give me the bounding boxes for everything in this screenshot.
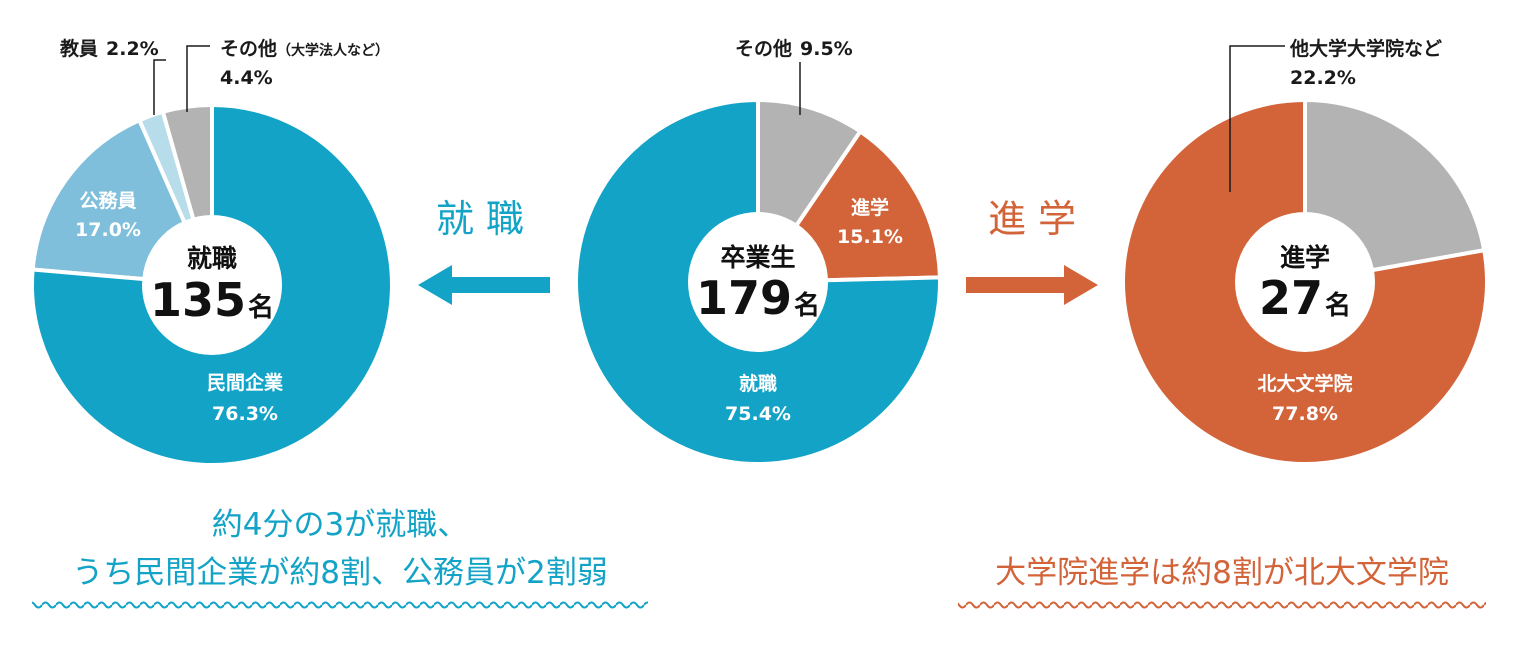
employment-center-hole [142, 215, 282, 355]
study-flow: 進 学 [966, 197, 1098, 305]
graduates-center-count: 179名 [696, 271, 820, 325]
callout-teacher-value: 2.2% [106, 38, 159, 60]
graduates-center-hole [688, 212, 828, 352]
callout-line-other-grad-schools [1229, 45, 1285, 192]
callout-other-grad-schools-value: 22.2% [1290, 67, 1356, 89]
graduates-pie-center: 卒業生 179名 [688, 212, 828, 352]
graduates-slice-2 [574, 98, 942, 466]
callout-teacher-text: 教員 2.2% [60, 37, 159, 60]
slice-value-study: 15.1% [837, 226, 903, 248]
employment-summary-line1: 約4分の3が就職、 [212, 507, 468, 543]
employment-center-title: 就職 [187, 244, 237, 273]
graduates-center-title: 卒業生 [720, 243, 795, 272]
callout-other-graduates-value: 9.5% [800, 38, 853, 60]
slice-label-private-company: 民間企業 [207, 371, 284, 394]
slice-label-civil-servant: 公務員 [79, 189, 136, 212]
callout-other-employment-text: その他（大学法人など） [220, 37, 389, 60]
employment-center-count: 135名 [150, 273, 274, 327]
further_study-slice-0 [1121, 98, 1489, 466]
study-flow-label: 進 学 [988, 197, 1076, 241]
callout-other-graduates: その他 9.5% [735, 37, 853, 115]
callout-other-graduates-text: その他 9.5% [735, 37, 853, 60]
callout-teacher-label: 教員 [60, 37, 98, 60]
slice-value-employment: 75.4% [725, 403, 791, 425]
callout-line-teacher [153, 59, 166, 115]
study-center-number: 27 [1259, 271, 1323, 325]
callout-line-other-employment [186, 45, 210, 112]
slice-value-civil-servant: 17.0% [75, 219, 141, 241]
slice-label-study: 進学 [851, 196, 889, 219]
slice-label-employment: 就職 [739, 372, 777, 395]
study-summary-line: 大学院進学は約8割が北大文学院 [995, 555, 1449, 591]
callout-other-employment-note: （大学法人など） [277, 42, 389, 59]
study-arrow [966, 265, 1098, 305]
employment-center-number: 135 [150, 273, 246, 327]
slice-label-hokudai: 北大文学院 [1257, 372, 1352, 395]
employment-summary-wave [32, 600, 648, 610]
employment-summary-line2: うち民間企業が約8割、公務員が2割弱 [72, 555, 607, 591]
study-center-title: 進学 [1280, 243, 1330, 272]
callout-other-grad-schools: 他大学大学院など 22.2% [1229, 37, 1442, 192]
graduates-center-number: 179 [696, 271, 792, 325]
callout-other-grad-schools-label: 他大学大学院など [1289, 37, 1442, 60]
callout-other-employment-label: その他 [220, 37, 277, 60]
slice-value-private-company: 76.3% [212, 403, 278, 425]
employment-center-unit: 名 [248, 292, 274, 323]
study-summary-wave [958, 600, 1486, 610]
employment-flow: 就 職 [418, 197, 550, 305]
graduates-center-unit: 名 [794, 290, 820, 321]
callout-teacher: 教員 2.2% [60, 37, 166, 115]
callout-other-employment: その他（大学法人など） 4.4% [186, 37, 389, 112]
callout-other-employment-value: 4.4% [220, 67, 273, 89]
employment-flow-label: 就 職 [436, 197, 524, 241]
study-center-unit: 名 [1325, 290, 1351, 321]
slice-value-hokudai: 77.8% [1272, 403, 1338, 425]
employment-pie-center: 就職 135名 [142, 215, 282, 355]
employment-arrow [418, 265, 550, 305]
callout-other-graduates-label: その他 [735, 37, 792, 60]
study-center-count: 27名 [1259, 271, 1351, 325]
study-pie-center: 進学 27名 [1235, 212, 1375, 352]
study-center-hole [1235, 212, 1375, 352]
